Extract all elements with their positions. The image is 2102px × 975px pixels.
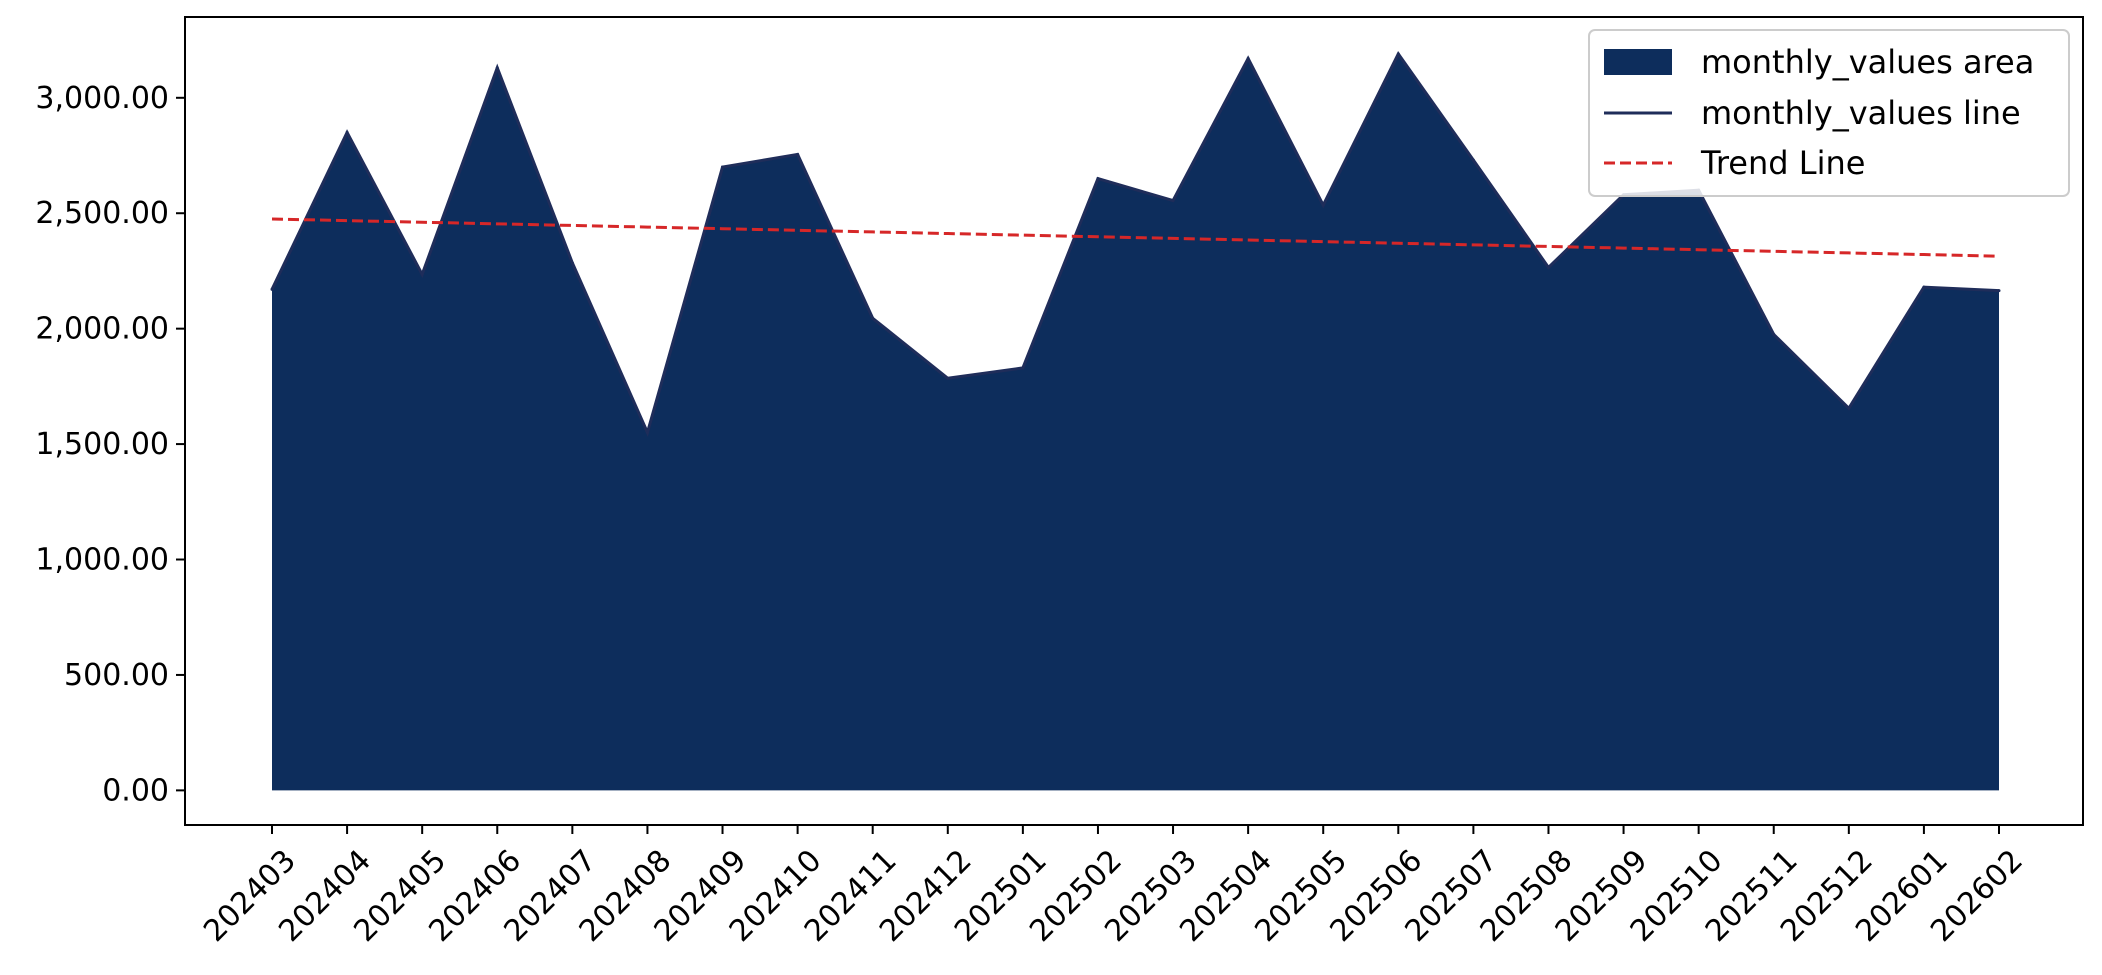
data-point-202410 (796, 152, 800, 156)
y-tick-label: 500.00 (64, 658, 169, 693)
y-tick-label: 2,500.00 (35, 196, 169, 231)
data-point-202602 (1997, 289, 2001, 293)
y-axis: 0.00 500.00 1,000.00 1,500.00 2,000.00 2,500.… (35, 81, 185, 808)
y-tick-label: 1,000.00 (35, 543, 169, 578)
data-point-202511 (1772, 332, 1776, 336)
data-point-202411 (871, 316, 875, 320)
data-point-202412 (946, 376, 950, 380)
y-tick-label: 0.00 (102, 773, 169, 808)
legend-label: Trend Line (1700, 144, 1865, 182)
data-point-202409 (721, 165, 725, 169)
legend-box (1588, 29, 2070, 197)
data-point-202407 (570, 261, 574, 265)
y-tick-label: 1,500.00 (35, 427, 169, 462)
data-point-202505 (1321, 203, 1325, 207)
legend-label: monthly_values line (1701, 94, 2021, 132)
line-series-monthly-values (270, 51, 2000, 437)
plot-frame (184, 16, 2084, 826)
data-point-202406 (495, 66, 499, 70)
data-point-202601 (1922, 285, 1926, 289)
data-point-202408 (645, 431, 649, 435)
data-point-202503 (1171, 199, 1175, 203)
legend-swatch-area (1604, 49, 1672, 75)
data-point-202512 (1847, 406, 1851, 410)
legend-label: monthly_values area (1701, 43, 2034, 81)
x-axis: 2024032024042024052024062024072024082024… (197, 825, 2030, 949)
y-tick-label: 2,000.00 (35, 312, 169, 347)
data-point-202507 (1471, 158, 1475, 162)
data-point-202508 (1546, 265, 1550, 269)
data-point-202504 (1246, 57, 1250, 61)
data-point-202404 (345, 130, 349, 134)
data-point-202506 (1396, 52, 1400, 56)
legend: monthly_values area monthly_values line Tr… (1588, 29, 2070, 197)
data-point-202501 (1021, 366, 1025, 370)
data-point-202405 (420, 272, 424, 276)
y-tick-label: 3,000.00 (35, 81, 169, 116)
data-point-202403 (270, 287, 274, 291)
data-point-202502 (1096, 177, 1100, 181)
